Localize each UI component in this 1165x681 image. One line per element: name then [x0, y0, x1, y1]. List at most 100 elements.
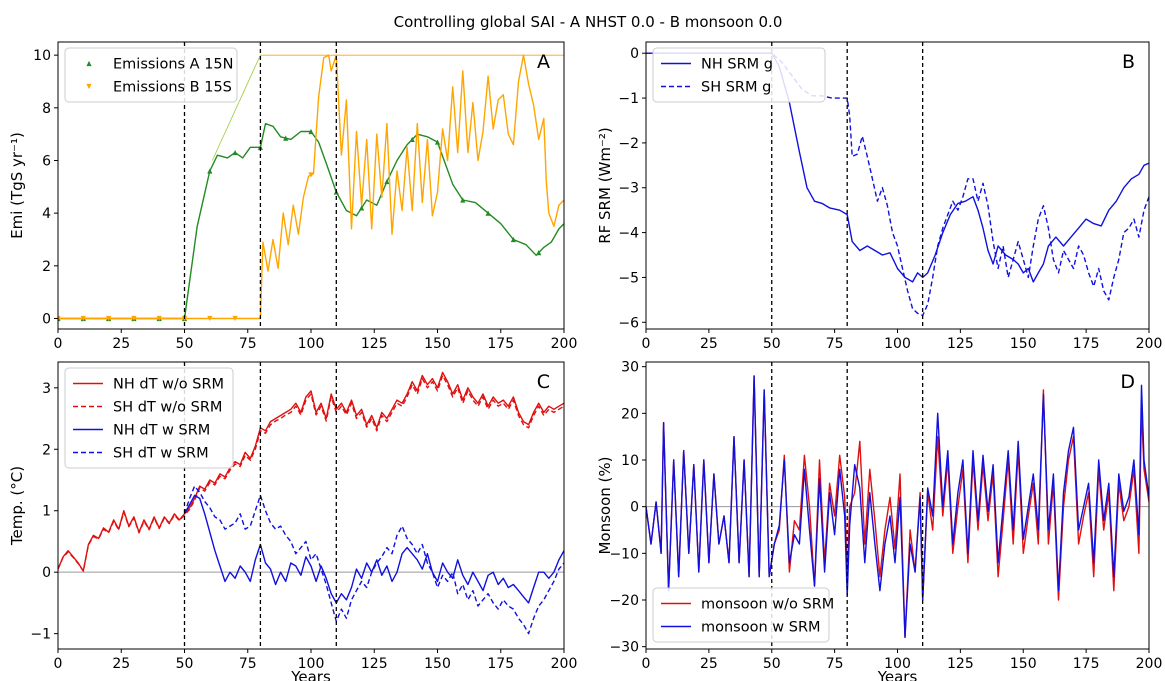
plot-area-d: [646, 375, 1149, 638]
x-tick-label: 0: [642, 336, 651, 352]
series-line-a-0: [58, 122, 564, 320]
y-tick-label: 0: [42, 565, 51, 581]
legend-box: [652, 47, 826, 103]
series-line-c-3: [183, 485, 564, 635]
y-tick-label: −5: [618, 270, 639, 286]
x-tick-label: 25: [700, 656, 718, 672]
x-tick-label: 200: [1136, 656, 1163, 672]
y-tick-label: 3: [42, 381, 51, 397]
series-marker-a-0: [384, 178, 390, 185]
legend-entry: NH SRM g: [701, 57, 773, 73]
y-tick-label: −3: [618, 181, 639, 197]
y-tick-label: 1: [42, 504, 51, 520]
series-marker-a-0: [409, 136, 415, 143]
x-tick-label: 200: [1136, 336, 1163, 352]
figure-title: Controlling global SAI - A NHST 0.0 - B …: [394, 13, 783, 31]
y-tick-label: −10: [609, 546, 639, 562]
legend-marker: [86, 60, 92, 67]
series-marker-a-0: [460, 197, 466, 203]
series-marker-a-1: [106, 315, 112, 322]
x-tick-label: 100: [298, 656, 325, 672]
x-tick-label: 50: [763, 336, 781, 352]
legend-b: NH SRM g SH SRM g: [652, 47, 826, 103]
y-tick-label: 20: [621, 406, 639, 422]
y-tick-label: 0: [630, 46, 639, 62]
x-tick-label: 175: [487, 336, 514, 352]
panel-a: 0 25 50 75 100 125 150 175 200 0 2 4 6 8 10 Emi (TgS yr…: [8, 41, 578, 352]
x-tick-label: 0: [642, 656, 651, 672]
x-tick-label: 100: [298, 336, 325, 352]
x-tick-label: 0: [54, 336, 63, 352]
x-tick-label: 25: [112, 656, 130, 672]
y-tick-label: 0: [42, 311, 51, 327]
y-tick-label: −2: [618, 136, 639, 152]
y-tick-label: −20: [609, 593, 639, 609]
series-marker-a-0: [434, 139, 441, 145]
series-marker-a-1: [80, 315, 86, 322]
x-tick-label: 100: [884, 336, 911, 352]
plot-area-b: [646, 52, 1149, 317]
series-marker-a-1: [308, 172, 314, 178]
panel-letter: D: [1120, 371, 1135, 393]
legend-box: [64, 47, 238, 103]
x-tick-label: 25: [112, 336, 130, 352]
x-tick-label: 75: [826, 336, 844, 352]
series-marker-a-1: [58, 315, 61, 322]
series-marker-a-0: [232, 149, 238, 156]
series-marker-a-0: [308, 128, 314, 135]
x-tick-label: 150: [424, 656, 451, 672]
series-marker-a-0: [510, 236, 516, 243]
y-tick-label: −30: [609, 640, 639, 656]
series-line-d-1: [646, 375, 1149, 638]
x-tick-label: 50: [176, 656, 194, 672]
y-axis-label: RF SRM (Wm⁻²): [596, 127, 614, 244]
y-tick-label: 0: [630, 500, 639, 516]
series-line-a-3: [211, 55, 261, 161]
y-tick-label: −4: [618, 226, 639, 242]
series-marker-a-1: [232, 315, 238, 322]
series-line-a-1: [58, 54, 564, 320]
panel-letter: C: [537, 371, 550, 393]
legend-entry: SH dT w/o SRM: [113, 400, 222, 416]
series-marker-a-0: [485, 210, 491, 216]
legend-entry: SH SRM g: [701, 80, 771, 96]
y-tick-label: −1: [30, 627, 51, 643]
y-tick-label: 6: [42, 153, 51, 169]
panel-letter: A: [537, 51, 550, 73]
x-tick-label: 125: [947, 336, 974, 352]
legend-c: NH dT w/o SRM SH dT w/o SRM NH dT w SRM SH …: [64, 367, 234, 469]
legend-a: Emissions A 15N Emissions B 15S: [64, 47, 238, 103]
legend-entry: NH dT w/o SRM: [113, 377, 224, 393]
x-tick-label: 150: [424, 336, 451, 352]
legend-entry: Emissions B 15S: [113, 80, 232, 96]
x-tick-label: 175: [1073, 336, 1100, 352]
y-axis-label: Monsoon (%): [596, 456, 614, 554]
x-tick-label: 150: [1010, 656, 1037, 672]
series-marker-a-0: [207, 168, 213, 174]
plot-area-a: [58, 54, 564, 322]
x-tick-label: 0: [54, 656, 63, 672]
y-tick-label: 2: [42, 442, 51, 458]
x-tick-label: 175: [487, 656, 514, 672]
series-marker-a-0: [283, 135, 289, 141]
x-axis-label: Years: [877, 668, 918, 681]
series-line-c-2: [183, 494, 564, 604]
x-tick-label: 50: [763, 656, 781, 672]
x-tick-label: 125: [361, 656, 388, 672]
x-tick-label: 75: [826, 656, 844, 672]
panel-letter: B: [1122, 51, 1135, 73]
legend-d: monsoon w/o SRM monsoon w SRM: [652, 587, 834, 643]
x-tick-label: 100: [884, 656, 911, 672]
y-tick-label: 10: [33, 48, 51, 64]
legend-box: [652, 587, 830, 643]
y-tick-label: 10: [621, 453, 639, 469]
legend-entry: monsoon w/o SRM: [701, 597, 834, 613]
series-marker-a-0: [536, 250, 542, 256]
series-marker-a-1: [207, 315, 213, 322]
legend-marker: [86, 83, 92, 90]
x-tick-label: 200: [551, 336, 578, 352]
legend-entry: Emissions A 15N: [113, 57, 234, 73]
x-tick-label: 125: [361, 336, 388, 352]
